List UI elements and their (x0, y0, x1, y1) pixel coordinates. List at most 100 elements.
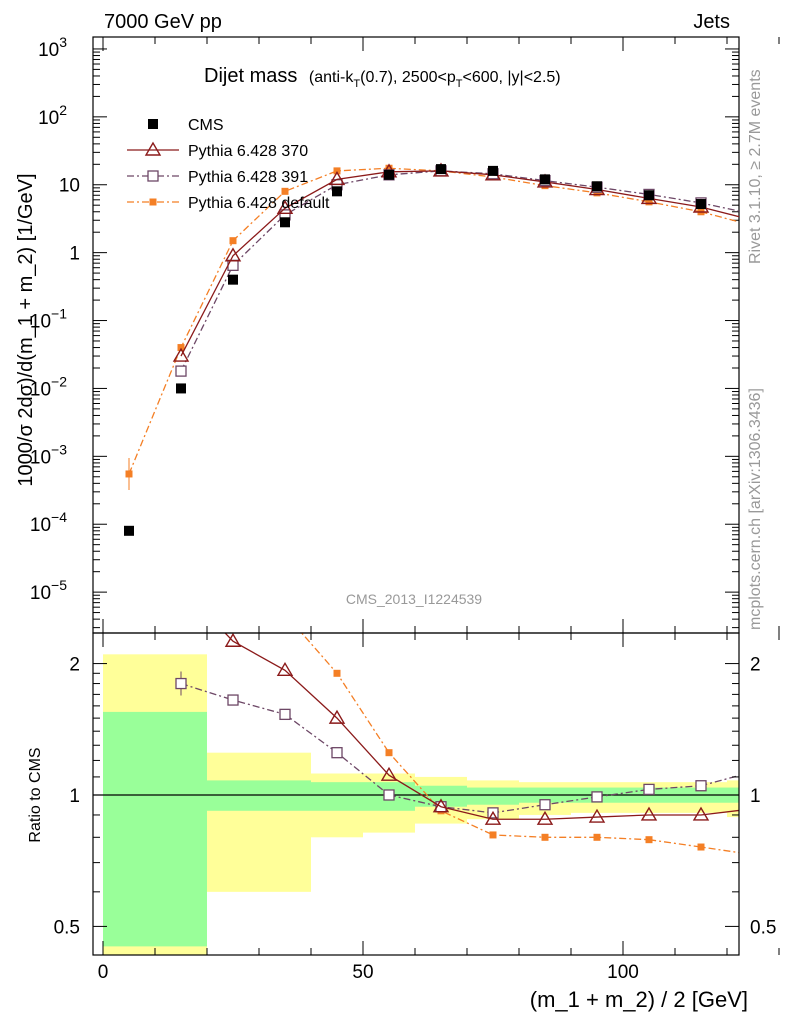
subtitle-part-3: <600, |y|<2.5) (462, 69, 560, 86)
main-series-line (128, 167, 739, 475)
main-y-tick-label: 103 (38, 34, 67, 61)
ratio-data-point (175, 677, 187, 690)
ratio-data-point (541, 833, 549, 841)
main-y-tick-label: 10−5 (30, 577, 67, 604)
main-y-tick-label: 10−3 (30, 441, 67, 468)
main-y-tick-mantissa: 1 (69, 244, 80, 265)
main-series-group (124, 162, 739, 536)
main-data-point (644, 190, 654, 201)
main-y-tick-mantissa: 10 (59, 176, 80, 197)
ratio-plot-frame (92, 632, 740, 956)
main-y-tick-label: 10−2 (30, 373, 67, 400)
legend-label: Pythia 6.428 default (188, 195, 330, 212)
ratio-data-point (484, 810, 502, 825)
ratio-series-0 (224, 633, 739, 825)
main-y-tick-exponent: −2 (51, 373, 67, 389)
legend-entry: Pythia 6.428 370 (127, 141, 308, 160)
main-data-point (384, 169, 394, 180)
main-y-tick-exponent: −3 (51, 441, 67, 457)
ratio-data-point (588, 808, 606, 823)
yellow-band-segment (779, 777, 786, 821)
main-data-point (124, 525, 134, 536)
main-data-point (177, 344, 185, 352)
main-data-point (276, 199, 294, 214)
main-y-tick-label: 102 (38, 102, 67, 129)
ratio-data-point (279, 708, 291, 721)
main-y-tick-label: 10−1 (30, 306, 67, 333)
main-series-line (180, 170, 739, 357)
main-series-1 (172, 162, 739, 362)
ratio-data-point (333, 669, 341, 677)
subtitle-part-2: (0.7), 2500<p (360, 69, 456, 86)
main-data-point (645, 198, 653, 206)
ratio-y-tick-label: 0.5 (54, 917, 80, 938)
legend-entry: Pythia 6.428 391 (127, 169, 308, 186)
main-y-tick-label: 1 (69, 244, 80, 265)
legend-label: Pythia 6.428 391 (188, 169, 308, 186)
ratio-data-point (695, 780, 707, 792)
ratio-data-point (385, 749, 393, 757)
ratio-data-point (328, 709, 346, 724)
ratio-data-point (276, 661, 294, 677)
ratio-y-tick-label: 2 (69, 655, 80, 676)
green-band-segment (311, 782, 363, 811)
subtitle-sub-1: T (353, 78, 360, 90)
main-y-tick-exponent: −4 (51, 509, 67, 525)
main-data-point (592, 181, 602, 192)
legend-label: Pythia 6.428 370 (188, 143, 308, 160)
main-y-tick-mantissa: 10 (38, 40, 59, 61)
ratio-data-point (536, 810, 554, 825)
legend-marker (144, 141, 162, 156)
legend-entry: Pythia 6.428 default (127, 195, 330, 212)
ratio-axis-ticks: 0.50.51122050100150200 (54, 633, 780, 983)
main-data-point (224, 247, 242, 262)
legend-label: CMS (188, 117, 224, 134)
watermark: CMS_2013_I1224539 (346, 591, 482, 607)
rivet-version-label: Rivet 3.1.10, ≥ 2.7M events (747, 69, 764, 264)
main-data-point (228, 274, 238, 285)
main-y-tick-mantissa: 10 (30, 312, 51, 333)
ratio-data-point (539, 799, 551, 811)
main-y-tick-exponent: −1 (51, 306, 67, 322)
header-energy-label: 7000 GeV pp (104, 11, 222, 33)
ratio-data-point (489, 831, 497, 839)
main-y-tick-mantissa: 10 (30, 447, 51, 468)
main-y-tick-exponent: 3 (59, 34, 67, 50)
ratio-series-2 (300, 633, 739, 854)
main-data-point (125, 470, 133, 478)
main-y-axis-label: 1000/σ 2dσ)/d(m_1 + m_2) [1/GeV] (15, 173, 37, 486)
ratio-data-point (593, 833, 601, 841)
mcplots-label: mcplots.cern.ch [arXiv:1306.3436] (747, 388, 764, 630)
green-band-segment (415, 785, 467, 807)
ratio-y-tick-label-right: 2 (750, 655, 761, 676)
main-data-point (436, 164, 446, 175)
main-data-point (488, 165, 498, 176)
main-data-point (540, 174, 550, 185)
ratio-y-tick-label: 1 (69, 786, 80, 807)
main-y-tick-label: 10 (59, 176, 80, 197)
main-data-point (281, 187, 289, 195)
subtitle-part-1: (anti-k (309, 69, 354, 86)
legend-marker (147, 170, 159, 182)
legend-entry: CMS (148, 117, 224, 134)
ratio-data-point (645, 836, 653, 844)
ratio-data-point (331, 747, 343, 759)
ratio-uncertainty-bands (103, 654, 786, 955)
main-data-point (333, 167, 341, 175)
main-data-point (172, 347, 190, 362)
ratio-data-point (748, 767, 758, 777)
ratio-data-point (643, 783, 655, 796)
ratio-plot: 0.50.51122050100150200 Ratio to CMS (m_1… (27, 632, 786, 1012)
legend-marker (149, 198, 157, 206)
ratio-series-line (224, 633, 739, 820)
main-data-point (328, 170, 346, 186)
x-axis-label: (m_1 + m_2) / 2 [GeV] (530, 987, 748, 1012)
main-series-3 (125, 164, 739, 490)
ratio-data-point (227, 694, 239, 706)
ratio-y-tick-label-right: 1 (750, 786, 761, 807)
ratio-data-point (380, 766, 398, 781)
main-series-0 (124, 164, 706, 536)
main-y-tick-mantissa: 10 (38, 108, 59, 129)
